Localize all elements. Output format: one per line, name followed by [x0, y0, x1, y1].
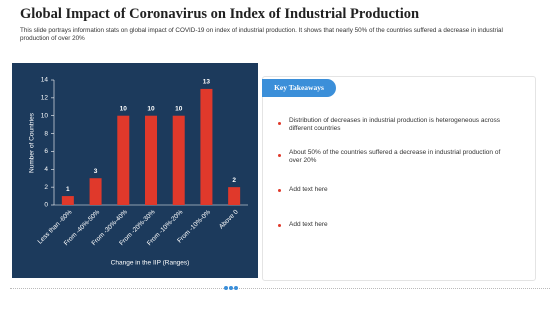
y-tick-label: 2	[44, 184, 48, 191]
bar	[145, 115, 157, 205]
takeaways-heading: Key Takeaways	[262, 79, 336, 97]
value-label: 2	[232, 177, 236, 184]
slide-title: Global Impact of Coronavirus on Index of…	[20, 6, 420, 22]
footer-dot	[224, 286, 228, 290]
y-axis-label: Number of Countries	[29, 112, 36, 173]
takeaway: About 50% of the countries suffered a de…	[289, 149, 501, 164]
bullet	[278, 224, 281, 227]
y-tick-label: 12	[41, 95, 49, 102]
bullet	[278, 154, 281, 157]
slide-description: This slide portrays information stats on…	[20, 27, 503, 42]
takeaway: Add text here	[289, 221, 328, 228]
takeaway: Add text here	[289, 186, 328, 193]
chart-background	[12, 63, 258, 278]
value-label: 10	[120, 105, 128, 112]
takeaway: Distribution of decreases in industrial …	[289, 117, 501, 132]
bar	[228, 187, 241, 205]
y-tick-label: 4	[44, 166, 48, 173]
chart: Number of Countries Change in the IIP (R…	[12, 63, 258, 278]
footer-rule	[10, 288, 550, 289]
bar	[89, 178, 102, 205]
x-axis-label: Change in the IIP (Ranges)	[111, 260, 190, 267]
value-label: 13	[203, 79, 211, 86]
y-tick-label: 14	[41, 77, 49, 84]
y-tick-label: 10	[41, 112, 49, 119]
bar	[200, 88, 213, 205]
value-label: 10	[175, 105, 183, 112]
takeaways-panel	[262, 76, 536, 281]
value-label: 3	[94, 168, 98, 175]
bar	[61, 196, 74, 205]
bullet	[278, 189, 281, 192]
value-label: 1	[66, 186, 70, 193]
bar	[172, 115, 185, 205]
bar	[117, 115, 130, 205]
footer-dot	[229, 286, 233, 290]
footer-dot	[234, 286, 238, 290]
y-tick-label: 8	[44, 130, 48, 137]
bullet	[278, 122, 281, 125]
value-label: 10	[147, 105, 155, 112]
y-tick-label: 0	[44, 202, 48, 209]
y-tick-label: 6	[44, 148, 48, 155]
